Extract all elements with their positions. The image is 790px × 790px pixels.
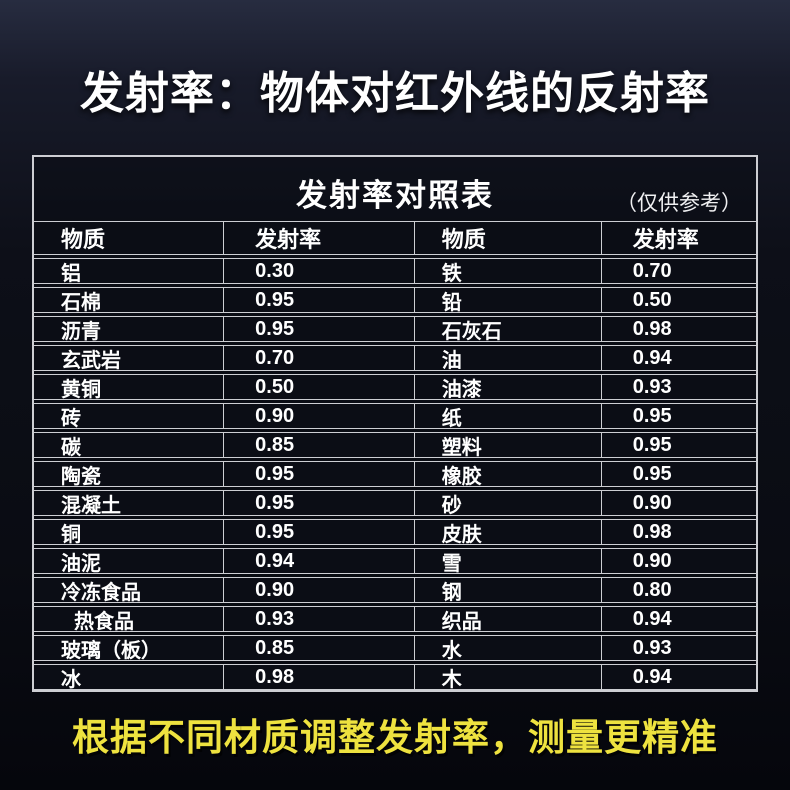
value-cell: 0.98 <box>600 520 756 544</box>
material-cell: 铝 <box>61 262 81 284</box>
table-row: 碳 0.85 塑料 0.95 <box>34 432 756 458</box>
material-cell: 混凝土 <box>61 494 121 516</box>
material-cell: 沥青 <box>61 320 101 342</box>
material-cell: 冰 <box>61 668 81 690</box>
value-cell: 0.90 <box>223 578 414 602</box>
table-header: 物质 发射率 物质 发射率 <box>34 221 756 255</box>
table-row: 砖 0.90 纸 0.95 <box>34 403 756 429</box>
table-row: 玄武岩 0.70 油 0.94 <box>34 345 756 371</box>
table-row: 陶瓷 0.95 橡胶 0.95 <box>34 461 756 487</box>
material-cell: 钢 <box>413 578 601 602</box>
value-cell: 0.80 <box>600 578 756 602</box>
material-header: 物质 <box>61 227 106 252</box>
table-row: 沥青 0.95 石灰石 0.98 <box>34 316 756 342</box>
value-cell: 0.95 <box>223 520 414 544</box>
value-cell: 0.95 <box>223 317 414 341</box>
material-cell: 铅 <box>413 288 601 312</box>
material-cell: 热食品 <box>74 610 134 632</box>
material-cell: 塑料 <box>413 433 601 457</box>
value-cell: 0.95 <box>600 462 756 486</box>
table-title-bar: 发射率对照表 （仅供参考） <box>34 157 756 221</box>
material-cell: 冷冻食品 <box>61 581 141 603</box>
table-note: （仅供参考） <box>616 192 742 215</box>
emissivity-header: 发射率 <box>223 222 414 254</box>
value-cell: 0.94 <box>600 607 756 631</box>
table-row: 油泥 0.94 雪 0.90 <box>34 548 756 574</box>
value-cell: 0.98 <box>600 317 756 341</box>
table-row: 冰 0.98 木 0.94 <box>34 664 756 690</box>
material-cell: 纸 <box>413 404 601 428</box>
material-cell: 砖 <box>61 407 81 429</box>
material-cell: 油漆 <box>413 375 601 399</box>
table-row: 石棉 0.95 铅 0.50 <box>34 287 756 313</box>
value-cell: 0.93 <box>600 636 756 660</box>
material-cell: 雪 <box>413 549 601 573</box>
footer-note: 根据不同材质调整发射率，测量更精准 <box>72 717 718 758</box>
table-row: 混凝土 0.95 砂 0.90 <box>34 490 756 516</box>
value-cell: 0.70 <box>600 259 756 283</box>
material-cell: 石棉 <box>61 291 101 313</box>
value-cell: 0.85 <box>223 433 414 457</box>
emissivity-header: 发射率 <box>600 222 756 254</box>
value-cell: 0.94 <box>600 665 756 689</box>
material-cell: 木 <box>413 665 601 689</box>
material-cell: 玻璃（板） <box>61 639 161 661</box>
value-cell: 0.95 <box>223 288 414 312</box>
page-title: 发射率：物体对红外线的反射率 <box>80 69 710 118</box>
value-cell: 0.70 <box>223 346 414 370</box>
table-row: 铜 0.95 皮肤 0.98 <box>34 519 756 545</box>
material-cell: 油 <box>413 346 601 370</box>
value-cell: 0.50 <box>223 375 414 399</box>
value-cell: 0.90 <box>223 404 414 428</box>
value-cell: 0.95 <box>223 491 414 515</box>
material-cell: 铁 <box>413 259 601 283</box>
material-header: 物质 <box>413 222 601 254</box>
material-cell: 皮肤 <box>413 520 601 544</box>
material-cell: 铜 <box>61 523 81 545</box>
material-cell: 黄铜 <box>61 378 101 400</box>
table-row: 冷冻食品 0.90 钢 0.80 <box>34 577 756 603</box>
value-cell: 0.90 <box>600 549 756 573</box>
table-row: 黄铜 0.50 油漆 0.93 <box>34 374 756 400</box>
material-cell: 陶瓷 <box>61 465 101 487</box>
value-cell: 0.90 <box>600 491 756 515</box>
table-row: 热食品 0.93 织品 0.94 <box>34 606 756 632</box>
table-row: 铝 0.30 铁 0.70 <box>34 258 756 284</box>
value-cell: 0.94 <box>223 549 414 573</box>
value-cell: 0.95 <box>600 404 756 428</box>
material-cell: 碳 <box>61 436 81 458</box>
material-cell: 水 <box>413 636 601 660</box>
value-cell: 0.30 <box>223 259 414 283</box>
material-cell: 玄武岩 <box>61 349 121 371</box>
table-row: 玻璃（板） 0.85 水 0.93 <box>34 635 756 661</box>
value-cell: 0.85 <box>223 636 414 660</box>
table-body: 铝 0.30 铁 0.70 石棉 0.95 铅 0.50 沥青 0.95 石灰石 0.98 玄武岩 0.7… <box>34 258 756 690</box>
material-cell: 砂 <box>413 491 601 515</box>
value-cell: 0.93 <box>600 375 756 399</box>
value-cell: 0.93 <box>223 607 414 631</box>
value-cell: 0.95 <box>600 433 756 457</box>
value-cell: 0.98 <box>223 665 414 689</box>
table-title: 发射率对照表 <box>296 178 494 213</box>
material-cell: 石灰石 <box>413 317 601 341</box>
material-cell: 织品 <box>413 607 601 631</box>
material-cell: 油泥 <box>61 552 101 574</box>
value-cell: 0.50 <box>600 288 756 312</box>
material-cell: 橡胶 <box>413 462 601 486</box>
value-cell: 0.94 <box>600 346 756 370</box>
comparison-table: 发射率对照表 （仅供参考） 物质 发射率 物质 发射率 铝 0.30 铁 0.70 石棉… <box>32 155 758 692</box>
value-cell: 0.95 <box>223 462 414 486</box>
